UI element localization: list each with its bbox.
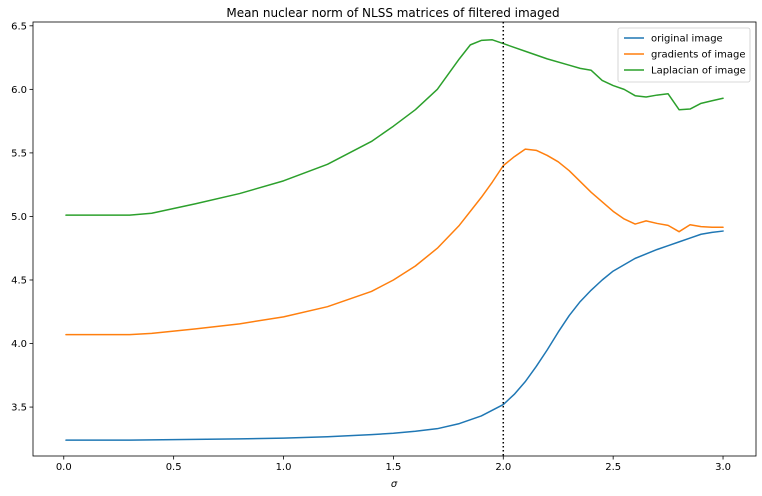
x-tick-label: 3.0	[715, 462, 731, 473]
y-axis: 3.5 4.0 4.5 5.0 5.5 6.0 6.5	[11, 21, 33, 414]
x-tick-label: 2.5	[605, 462, 621, 473]
x-tick-label: 1.0	[276, 462, 292, 473]
plot-frame	[32, 21, 757, 457]
legend: original image gradients of image Laplacia…	[617, 27, 751, 83]
chart-title: Mean nuclear norm of NLSS matrices of fi…	[226, 6, 559, 20]
y-tick-label: 5.5	[11, 148, 27, 159]
x-tick-label: 2.0	[495, 462, 511, 473]
y-tick-label: 5.0	[11, 212, 27, 223]
y-tick-label: 4.0	[11, 339, 27, 350]
legend-label: Laplacian of image	[651, 66, 746, 77]
legend-label: gradients of image	[651, 50, 745, 61]
legend-box	[617, 27, 751, 83]
y-tick-label: 3.5	[11, 403, 27, 414]
legend-label: original image	[651, 34, 723, 45]
x-axis-label: σ	[391, 479, 398, 490]
series-line-3	[65, 39, 724, 216]
series-line-1	[65, 230, 724, 441]
series-layer	[65, 39, 724, 441]
series-line-2	[65, 148, 724, 336]
x-tick-label: 0.5	[166, 462, 182, 473]
y-tick-label: 6.5	[11, 21, 27, 32]
x-tick-label: 1.5	[385, 462, 401, 473]
x-tick-label: 0.0	[56, 462, 72, 473]
y-tick-label: 4.5	[11, 275, 27, 286]
x-axis: 0.0 0.5 1.0 1.5 2.0 2.5 3.0	[56, 456, 731, 473]
y-tick-label: 6.0	[11, 85, 27, 96]
